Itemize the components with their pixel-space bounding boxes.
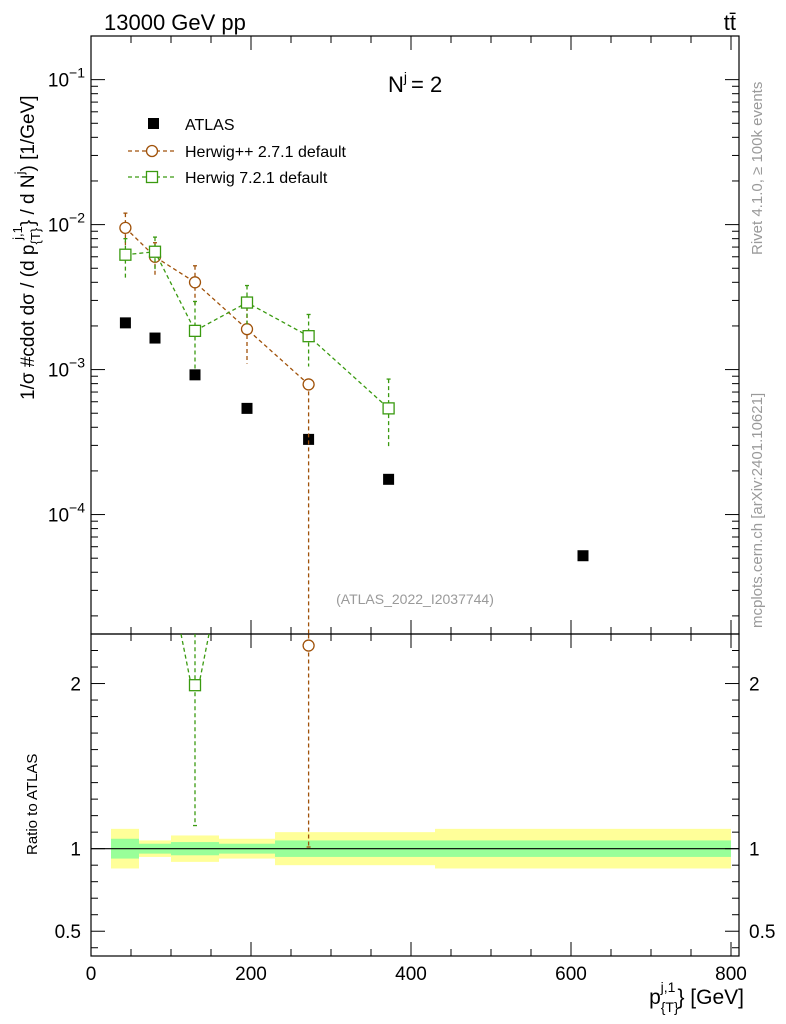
legend-atlas-label: ATLAS: [185, 117, 235, 134]
rivet-version-label: Rivet 4.1.0, ≥ 100k events: [749, 82, 766, 255]
njet-label: N: [388, 72, 404, 97]
atlas-data-point: [303, 433, 315, 445]
njet-sup: j: [403, 69, 407, 85]
x-axis-title: p{T}j,1} [GeV]: [649, 979, 744, 1015]
main-y-tick-label: 10−1: [48, 65, 85, 92]
herwig7-point: [240, 296, 254, 309]
atlas-data-point: [119, 317, 131, 329]
legend: ATLAS Herwig++ 2.7.1 default Herwig 7.2.…: [128, 117, 347, 187]
njet-value: = 2: [411, 72, 442, 97]
herwigpp-point: [119, 221, 132, 234]
atlas-data-point: [577, 550, 589, 562]
legend-herwig7-marker: [145, 170, 159, 184]
x-tick-label: 0: [86, 964, 97, 985]
herwig7-point: [148, 245, 162, 258]
main-series: [119, 212, 589, 634]
ratio-y-tick-label-right: 1: [749, 840, 760, 861]
ratio-herwigpp-point: [302, 639, 315, 652]
legend-herwigpp-label: Herwig++ 2.7.1 default: [185, 144, 347, 161]
ratio-y-tick-label: 0.5: [55, 922, 81, 943]
ratio-offscale-line: [180, 633, 191, 680]
ratio-offscale-line: [199, 633, 210, 680]
energy-label: 13000 GeV pp: [104, 10, 246, 35]
atlas-data-point: [383, 473, 395, 485]
x-tick-label: 400: [395, 964, 427, 985]
ratio-y-tick-label: 2: [70, 675, 81, 696]
main-y-axis-title: 1/σ #cdot dσ / (d p{T}j,1} / d Nj) [1/Ge…: [10, 95, 43, 400]
herwigpp-point: [240, 323, 254, 336]
atlas-data-point: [189, 369, 201, 381]
herwig7-point: [119, 248, 132, 261]
herwigpp-point: [302, 378, 315, 391]
mcplots-label: mcplots.cern.ch [arXiv:2401.10621]: [749, 393, 766, 628]
ratio-y-axis-title: Ratio to ATLAS: [24, 754, 41, 855]
ratio-herwig7-point: [188, 679, 202, 692]
x-tick-label: 600: [555, 964, 587, 985]
njet-annotation: Nj = 2: [388, 69, 442, 97]
herwigpp-point: [188, 276, 202, 289]
main-y-tick-label: 10−3: [48, 355, 85, 382]
atlas-data-point: [241, 402, 253, 414]
ratio-y-tick-label: 1: [70, 840, 81, 861]
ratio-plot-frame: [90, 633, 740, 957]
main-y-tick-label: 10−2: [48, 210, 85, 237]
series-line: [125, 251, 390, 409]
herwig7-point: [188, 324, 202, 338]
ratio-series: [180, 633, 315, 848]
main-y-tick-label: 10−4: [48, 500, 85, 527]
legend-atlas-marker: [148, 118, 159, 129]
herwig7-point: [302, 330, 315, 343]
process-label: tt̄: [724, 10, 736, 35]
atlas-data-point: [149, 332, 161, 344]
x-tick-label: 200: [235, 964, 267, 985]
analysis-id-label: (ATLAS_2022_I2037744): [336, 591, 494, 607]
axis-ticks: 10−1 10−2 10−3 10−4 0 200 400 600 800 2 2 1 1 0.5 0.5: [48, 35, 775, 985]
legend-herwigpp-marker: [145, 144, 159, 158]
x-tick-label: 800: [715, 964, 747, 985]
herwig7-point: [382, 402, 395, 415]
ratio-y-tick-label-right: 2: [749, 675, 760, 696]
legend-herwig7-label: Herwig 7.2.1 default: [185, 170, 328, 187]
ratio-y-tick-label-right: 0.5: [749, 922, 775, 943]
